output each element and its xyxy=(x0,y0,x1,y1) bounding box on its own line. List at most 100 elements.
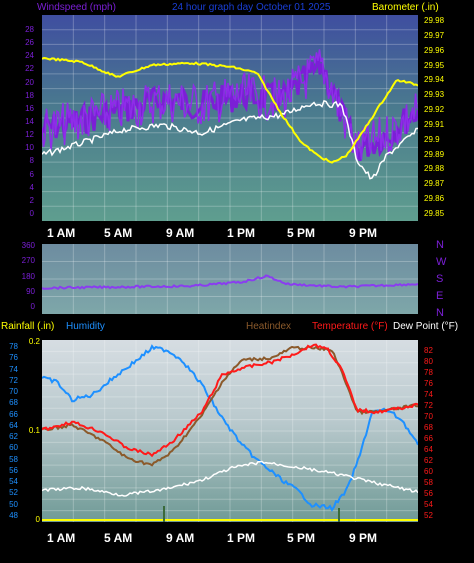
windspeed-tick: 2 xyxy=(29,195,34,205)
compass-letter: E xyxy=(436,290,444,302)
windspeed-tick: 18 xyxy=(25,90,34,100)
windspeed-tick: 6 xyxy=(29,169,34,179)
humidity-tick: 52 xyxy=(9,488,18,498)
windspeed-tick: 4 xyxy=(29,182,34,192)
time-label: 5 PM xyxy=(287,226,316,240)
wind-barometer-plot xyxy=(42,15,418,221)
windspeed-tick: 0 xyxy=(29,209,34,218)
direction-tick: 0 xyxy=(30,302,35,311)
rainfall-tick: 0 xyxy=(35,515,40,524)
wind-direction-plot xyxy=(42,244,418,314)
barometer-tick: 29.88 xyxy=(424,164,445,174)
humidity-tick: 62 xyxy=(9,432,18,442)
windspeed-tick: 22 xyxy=(25,64,34,74)
humidity-tick: 78 xyxy=(9,342,18,351)
barometer-tick: 29.9 xyxy=(424,134,440,144)
direction-tick: 90 xyxy=(26,286,35,296)
direction-tick: 270 xyxy=(21,256,35,266)
temperature-tick: 78 xyxy=(424,368,433,377)
humidity-tick: 48 xyxy=(9,511,18,520)
wind-average-series xyxy=(42,99,418,180)
humidity-tick: 50 xyxy=(9,499,18,509)
chart-title: 24 hour graph day October 01 2025 xyxy=(172,2,331,13)
temperature-tick: 82 xyxy=(424,346,433,355)
time-label: 1 PM xyxy=(227,531,256,545)
heatindex-label: Heatindex xyxy=(246,321,292,332)
humidity-tick: 58 xyxy=(9,454,18,464)
compass-letter: N xyxy=(436,307,444,319)
time-label: 9 PM xyxy=(349,226,378,240)
windspeed-tick: 16 xyxy=(25,103,34,113)
compass-letter: S xyxy=(436,273,444,285)
humidity-tick: 60 xyxy=(9,443,18,453)
humidity-tick: 72 xyxy=(9,375,18,385)
dewpoint-axis-label: Dew Point (°F) xyxy=(393,321,459,332)
time-label: 1 PM xyxy=(227,226,256,240)
humidity-tick: 70 xyxy=(9,387,18,397)
humidity-tick: 66 xyxy=(9,409,18,419)
barometer-tick: 29.95 xyxy=(424,60,445,70)
temperature-tick: 64 xyxy=(424,445,433,454)
time-label: 5 AM xyxy=(104,531,133,545)
temperature-tick: 60 xyxy=(424,467,433,476)
compass-letter: W xyxy=(436,256,447,268)
rainfall-tick: 0.2 xyxy=(28,337,40,346)
temperature-tick: 76 xyxy=(424,379,433,388)
temperature-tick: 72 xyxy=(424,401,433,410)
time-label: 9 PM xyxy=(349,531,378,545)
barometer-series xyxy=(42,56,418,164)
direction-tick: 180 xyxy=(21,271,35,281)
rainfall-tick: 0.1 xyxy=(28,426,40,435)
barometer-tick: 29.91 xyxy=(424,119,445,129)
time-label: 5 PM xyxy=(287,531,316,545)
temperature-tick: 80 xyxy=(424,357,433,366)
barometer-tick: 29.86 xyxy=(424,194,445,204)
rainfall-axis-label: Rainfall (.in) xyxy=(1,321,55,332)
windspeed-tick: 12 xyxy=(25,130,34,140)
wind-barometer-svg xyxy=(42,15,418,221)
windspeed-tick: 20 xyxy=(25,77,34,87)
temperature-tick: 74 xyxy=(424,390,433,399)
barometer-tick: 29.96 xyxy=(424,45,445,55)
windspeed-axis-label: Windspeed (mph) xyxy=(37,2,116,13)
time-label: 9 AM xyxy=(166,226,195,240)
temperature-tick: 56 xyxy=(424,489,433,498)
wind-direction-svg xyxy=(42,244,418,314)
barometer-tick: 29.85 xyxy=(424,209,445,218)
windspeed-tick: 10 xyxy=(25,143,34,153)
humidity-tick: 76 xyxy=(9,353,18,363)
humidity-axis-label: Humidity xyxy=(66,321,105,332)
wind-direction-series xyxy=(42,274,418,291)
humidity-tick: 64 xyxy=(9,420,18,430)
temperature-tick: 54 xyxy=(424,500,433,509)
temperature-axis-label: Temperature (°F) xyxy=(312,321,388,332)
barometer-tick: 29.89 xyxy=(424,149,445,159)
windspeed-tick: 14 xyxy=(25,117,34,126)
barometer-tick: 29.97 xyxy=(424,30,445,40)
temperature-tick: 52 xyxy=(424,511,433,520)
temp-humidity-svg xyxy=(42,340,418,522)
dewpoint-series xyxy=(42,460,418,497)
windspeed-tick: 26 xyxy=(25,38,34,48)
temperature-tick: 70 xyxy=(424,412,433,421)
humidity-tick: 74 xyxy=(9,364,18,374)
compass-letter: N xyxy=(436,239,444,251)
humidity-series xyxy=(42,344,418,512)
windspeed-tick: 8 xyxy=(29,156,34,166)
temperature-tick: 68 xyxy=(424,423,433,432)
direction-tick: 360 xyxy=(21,241,35,250)
temperature-tick: 66 xyxy=(424,434,433,443)
temperature-tick: 58 xyxy=(424,478,433,487)
humidity-tick: 54 xyxy=(9,477,18,487)
time-label: 1 AM xyxy=(47,531,76,545)
barometer-tick: 29.94 xyxy=(424,75,445,85)
temperature-tick: 62 xyxy=(424,456,433,465)
time-label: 5 AM xyxy=(104,226,133,240)
humidity-tick: 56 xyxy=(9,465,18,475)
barometer-axis-label: Barometer (.in) xyxy=(372,2,439,13)
humidity-tick: 68 xyxy=(9,398,18,408)
time-label: 1 AM xyxy=(47,226,76,240)
temp-humidity-plot xyxy=(42,340,418,522)
barometer-tick: 29.98 xyxy=(424,16,445,25)
temperature-series xyxy=(42,343,418,458)
